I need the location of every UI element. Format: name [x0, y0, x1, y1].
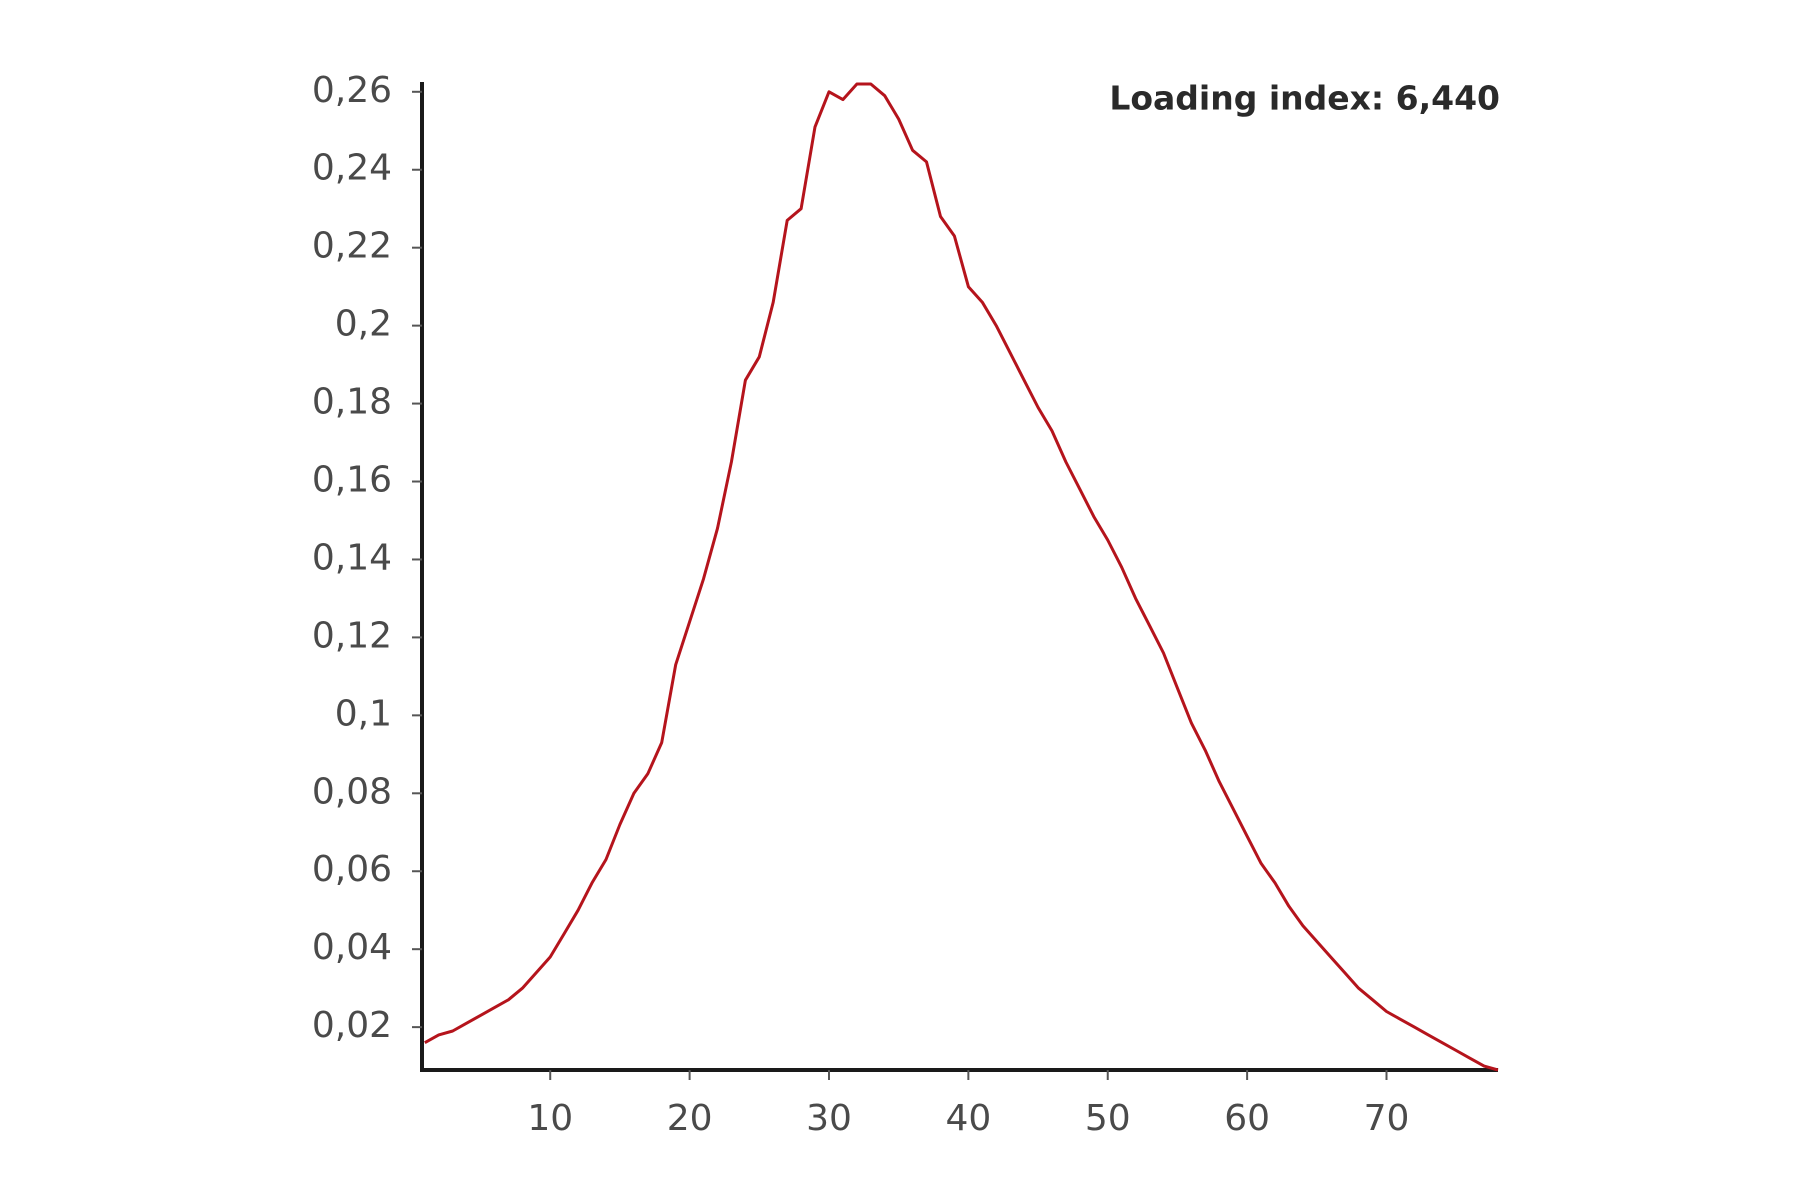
y-tick-label: 0,1	[335, 693, 392, 734]
y-tick-label: 0,06	[312, 849, 392, 890]
y-tick-label: 0,08	[312, 771, 392, 812]
y-tick-label: 0,04	[312, 927, 392, 968]
x-tick-label: 10	[527, 1098, 573, 1139]
y-tick-label: 0,02	[312, 1005, 392, 1046]
data-line	[424, 82, 1499, 1072]
y-tick-label: 0,18	[312, 382, 392, 423]
y-tick-label: 0,22	[312, 226, 392, 267]
x-tick-label: 60	[1224, 1098, 1270, 1139]
x-tick-label: 20	[667, 1098, 713, 1139]
x-tick-label: 50	[1085, 1098, 1131, 1139]
y-tick-label: 0,14	[312, 537, 392, 578]
y-tick-label: 0,24	[312, 148, 392, 189]
x-tick-label: 40	[945, 1098, 991, 1139]
y-tick-label: 0,16	[312, 460, 392, 501]
y-tick-label: 0,2	[335, 304, 392, 345]
annotation: Loading index: 6,440	[1109, 79, 1500, 118]
x-tick-label: 30	[806, 1098, 852, 1139]
y-tick-label: 0,26	[312, 70, 392, 111]
x-tick-label: 70	[1364, 1098, 1410, 1139]
y-tick-label: 0,12	[312, 615, 392, 656]
